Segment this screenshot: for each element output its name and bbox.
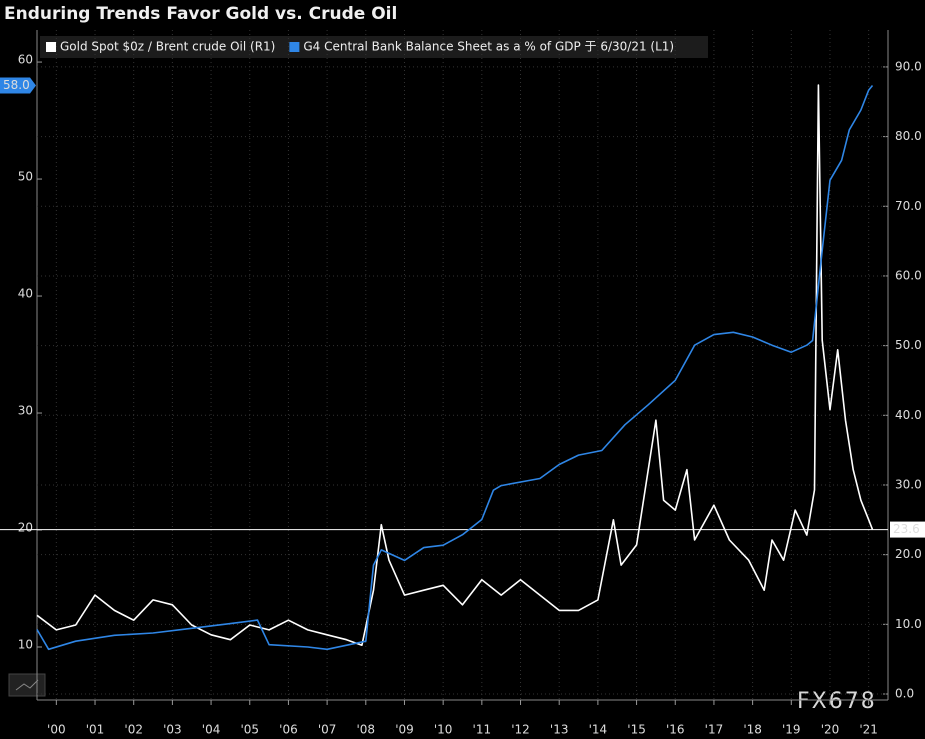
x-tick-label: '10	[434, 723, 453, 737]
chart-icon	[8, 673, 46, 697]
x-tick-label: '19	[782, 723, 801, 737]
x-tick-label: '13	[550, 723, 569, 737]
last-value-label: 58.0	[3, 78, 30, 92]
x-tick-label: '05	[240, 723, 259, 737]
x-tick-label: '14	[589, 723, 608, 737]
x-tick-label: '02	[124, 723, 143, 737]
y2-tick-label: 10.0	[895, 617, 922, 631]
x-tick-label: '15	[627, 723, 646, 737]
y2-tick-label: 60.0	[895, 268, 922, 282]
legend-box	[40, 36, 708, 58]
y-tick-label: 40	[18, 287, 33, 301]
y2-tick-label: 30.0	[895, 477, 922, 491]
y2-tick-label: 80.0	[895, 129, 922, 143]
x-tick-label: '20	[821, 723, 840, 737]
x-tick-label: '06	[279, 723, 298, 737]
last-value-tag	[890, 521, 925, 538]
x-tick-label: '01	[86, 723, 105, 737]
y2-tick-label: 50.0	[895, 338, 922, 352]
x-tick-label: '12	[511, 723, 530, 737]
y2-tick-label: 40.0	[895, 408, 922, 422]
y-tick-label: 10	[18, 638, 33, 652]
legend-label: Gold Spot $0z / Brent crude Oil (R1)	[60, 40, 275, 54]
x-tick-label: '08	[357, 723, 376, 737]
y-tick-label: 20	[18, 521, 33, 535]
y-tick-label: 50	[18, 170, 33, 184]
x-tick-label: '21	[859, 723, 878, 737]
y-tick-label: 30	[18, 404, 33, 418]
last-value-tag	[0, 77, 36, 94]
x-tick-label: '17	[705, 723, 724, 737]
x-tick-label: '07	[318, 723, 337, 737]
x-tick-label: '18	[743, 723, 762, 737]
y-tick-label: 60	[18, 53, 33, 67]
x-tick-label: '09	[395, 723, 414, 737]
x-tick-label: '04	[202, 723, 221, 737]
chart-title: Enduring Trends Favor Gold vs. Crude Oil	[4, 4, 397, 24]
legend-swatch	[46, 42, 56, 52]
y2-tick-label: 70.0	[895, 199, 922, 213]
watermark: FX678	[797, 689, 877, 714]
x-tick-label: '03	[163, 723, 182, 737]
series-line	[36, 84, 874, 651]
legend-label: G4 Central Bank Balance Sheet as a % of …	[303, 40, 674, 54]
x-tick-label: '11	[473, 723, 492, 737]
legend-swatch	[289, 42, 300, 52]
last-value-label: 23.6	[893, 522, 920, 536]
y2-tick-label: 20.0	[895, 547, 922, 561]
y2-tick-label: 0.0	[895, 687, 914, 701]
x-tick-label: '00	[47, 723, 66, 737]
series-line	[36, 84, 874, 646]
x-tick-label: '16	[666, 723, 685, 737]
watermark-group: FX678	[797, 689, 877, 714]
y2-tick-label: 90.0	[895, 59, 922, 73]
